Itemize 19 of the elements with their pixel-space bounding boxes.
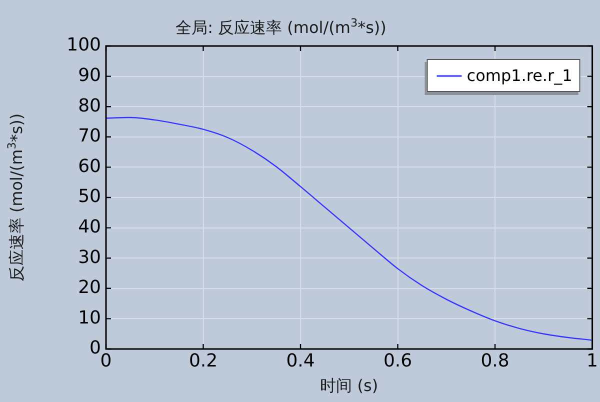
- line-series: [106, 116, 592, 341]
- y-tick-label: 50: [78, 186, 101, 208]
- x-tick-label: 0.2: [188, 350, 218, 372]
- y-tick-label: 10: [78, 307, 101, 328]
- x-tick-label: 0.4: [286, 350, 315, 372]
- y-tick-label: 60: [78, 156, 101, 177]
- legend-label: comp1.re.r_1: [466, 66, 572, 86]
- y-tick-label: 40: [78, 216, 101, 238]
- y-tick-label: 80: [78, 95, 101, 116]
- y-tick-label: 70: [78, 126, 101, 147]
- x-tick-label: 1: [586, 350, 598, 372]
- y-axis-title: 反应速率 (mol/(m3*s)): [5, 113, 26, 282]
- x-tick-label: 0.8: [480, 350, 510, 372]
- y-tick-label: 100: [66, 34, 101, 56]
- x-tick-label: 0.6: [383, 350, 412, 372]
- y-tick-label: 30: [78, 246, 101, 268]
- y-tick-label: 90: [78, 64, 101, 86]
- x-axis-title: 时间 (s): [320, 376, 378, 395]
- y-tick-label: 20: [78, 277, 101, 298]
